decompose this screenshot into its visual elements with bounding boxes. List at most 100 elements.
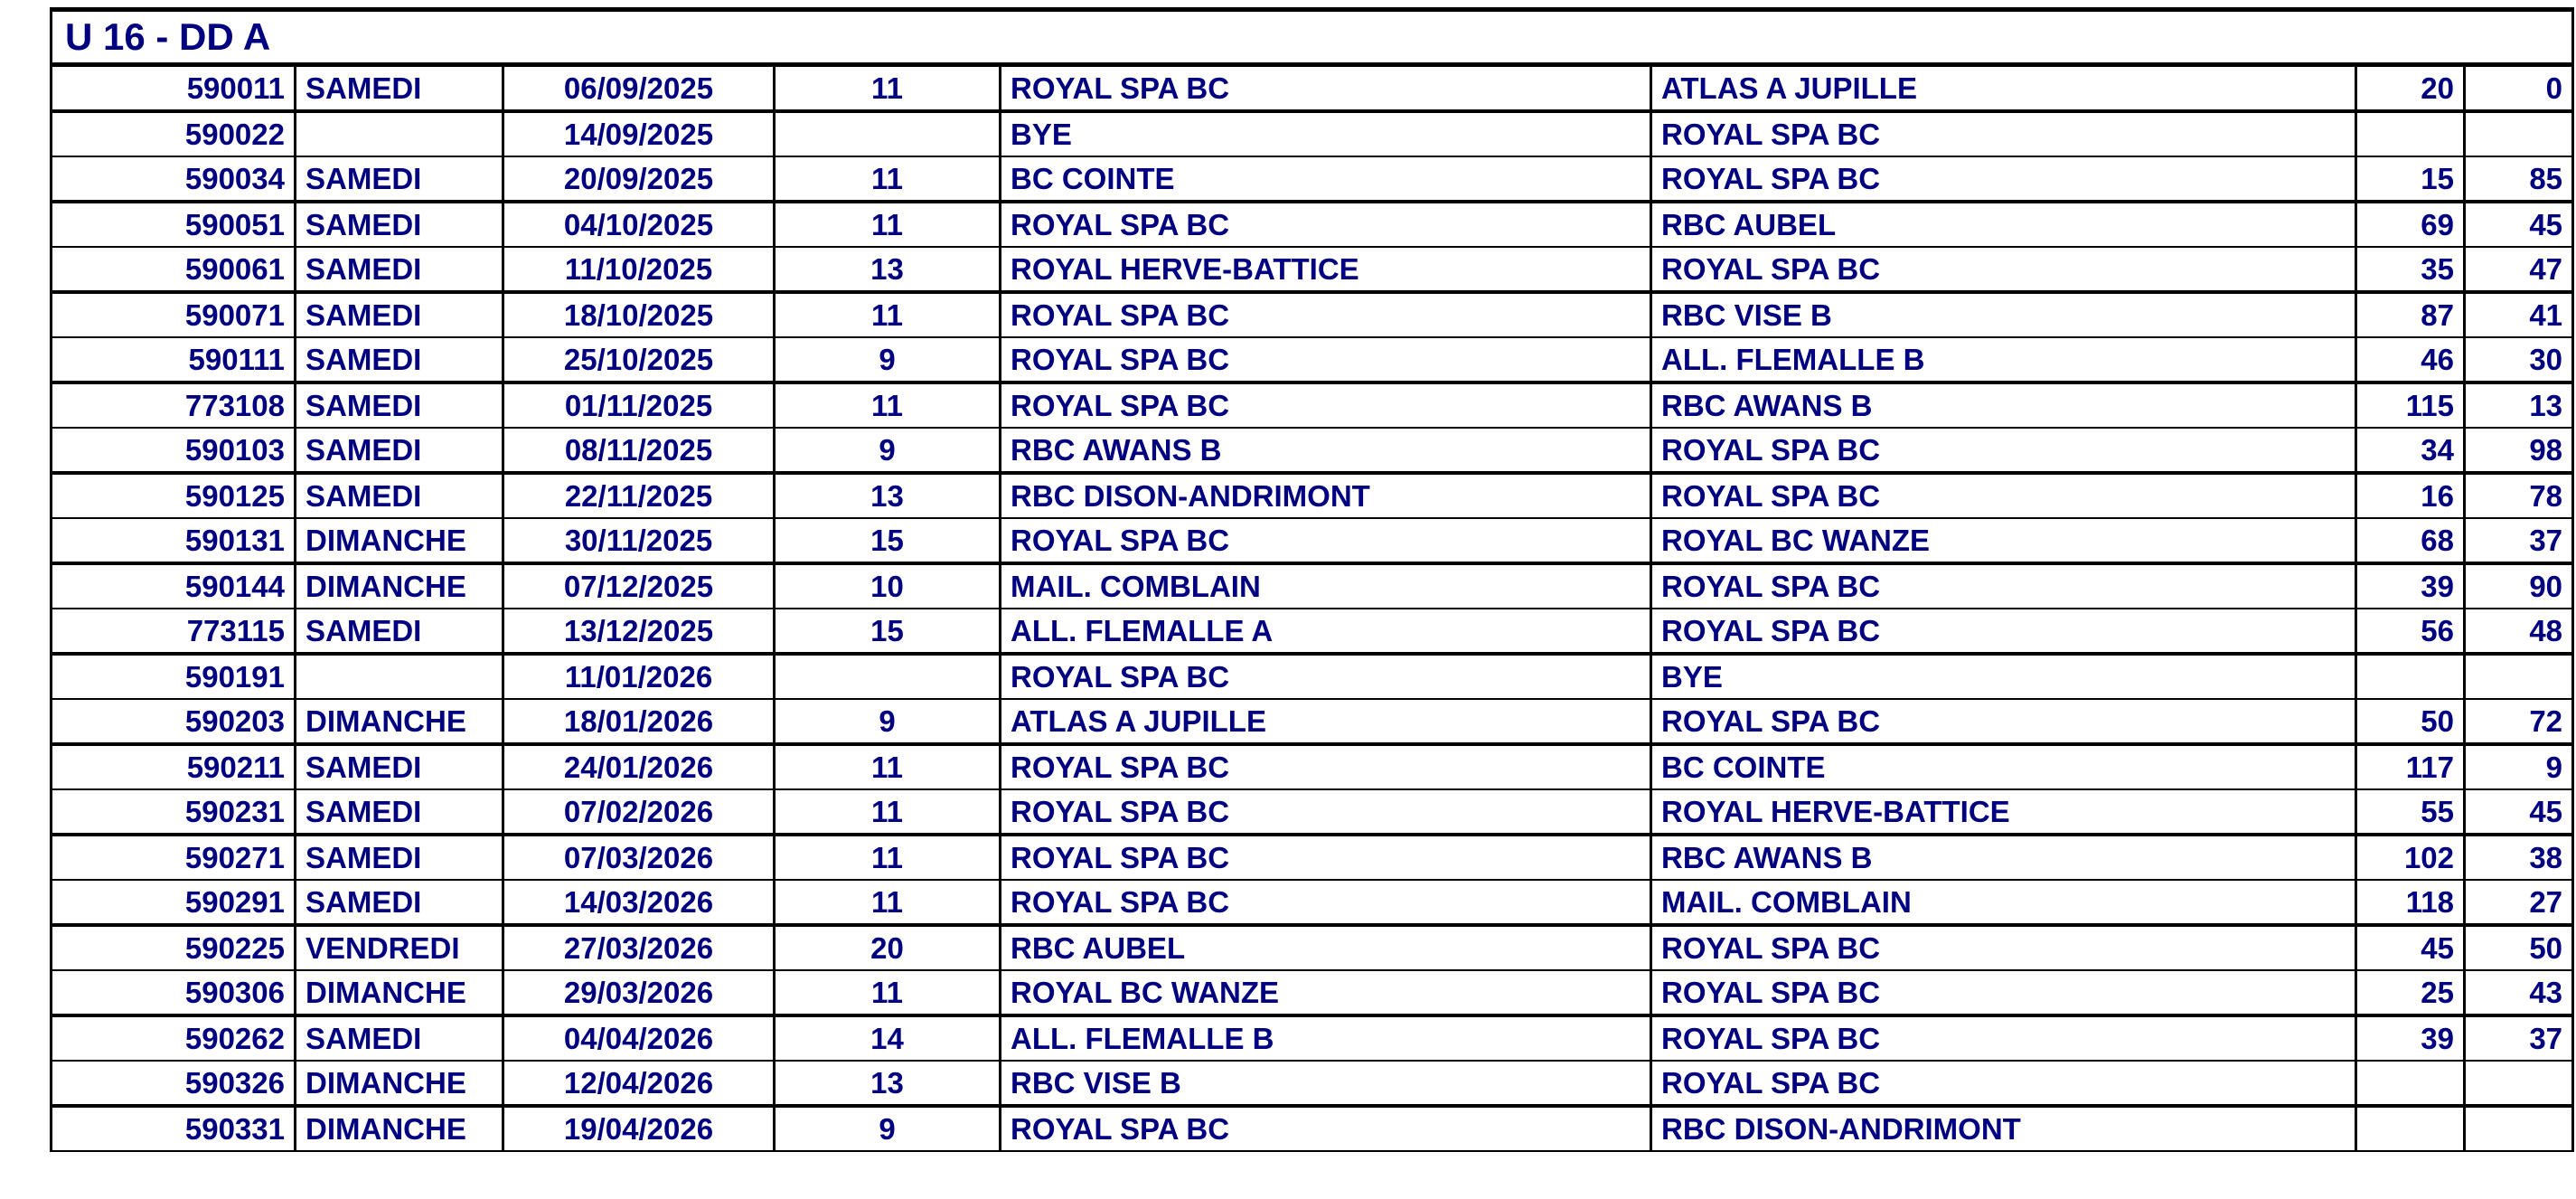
score-home-cell: 68: [2355, 517, 2466, 564]
match-number-cell: 590034: [50, 156, 296, 203]
home-team-cell: ALL. FLEMALLE B: [999, 1014, 1652, 1062]
away-team-cell: ROYAL SPA BC: [1650, 246, 2357, 293]
table-row[interactable]: 590271 SAMEDI 07/03/2026 11 ROYAL SPA BC RBC …: [50, 833, 2575, 881]
date-cell: 20/09/2025: [502, 156, 776, 203]
away-team-cell: ROYAL SPA BC: [1650, 1014, 2357, 1062]
day-cell: [294, 109, 504, 157]
day-cell: SAMEDI: [294, 788, 504, 836]
home-team-cell: ROYAL SPA BC: [999, 879, 1652, 926]
table-row[interactable]: 590326 DIMANCHE 12/04/2026 13 RBC VISE B ROYA…: [50, 1060, 2575, 1107]
score-home-cell: 16: [2355, 471, 2466, 519]
home-team-cell: BC COINTE: [999, 156, 1652, 203]
away-team-cell: ROYAL SPA BC: [1650, 969, 2357, 1016]
day-cell: DIMANCHE: [294, 1060, 504, 1107]
score-home-cell: 20: [2355, 63, 2466, 112]
match-number-cell: 590111: [50, 336, 296, 383]
date-cell: 19/04/2026: [502, 1104, 776, 1152]
home-team-cell: ROYAL SPA BC: [999, 517, 1652, 564]
date-cell: 22/11/2025: [502, 471, 776, 519]
schedule-sheet: U 16 - DD A 590011 SAMEDI 06/09/2025 11 ROYA…: [49, 7, 2575, 1152]
match-number-cell: 590211: [50, 742, 296, 790]
time-cell: [773, 109, 1001, 157]
table-row[interactable]: 590111 SAMEDI 25/10/2025 9 ROYAL SPA BC ALL. …: [50, 336, 2575, 383]
away-team-cell: RBC VISE B: [1650, 290, 2357, 338]
match-number-cell: 590271: [50, 833, 296, 881]
score-home-cell: 56: [2355, 608, 2466, 655]
table-row[interactable]: 590051 SAMEDI 04/10/2025 11 ROYAL SPA BC RBC …: [50, 200, 2575, 248]
date-cell: 27/03/2026: [502, 923, 776, 971]
score-away-cell: 98: [2462, 427, 2575, 474]
time-cell: 9: [773, 427, 1001, 474]
table-row[interactable]: 590291 SAMEDI 14/03/2026 11 ROYAL SPA BC MAIL…: [50, 879, 2575, 926]
table-row[interactable]: 590131 DIMANCHE 30/11/2025 15 ROYAL SPA BC RO…: [50, 517, 2575, 564]
away-team-cell: ROYAL SPA BC: [1650, 471, 2357, 519]
match-number-cell: 773108: [50, 381, 296, 429]
date-cell: 12/04/2026: [502, 1060, 776, 1107]
home-team-cell: MAIL. COMBLAIN: [999, 562, 1652, 609]
table-row[interactable]: 590231 SAMEDI 07/02/2026 11 ROYAL SPA BC ROYA…: [50, 788, 2575, 836]
away-team-cell: RBC AWANS B: [1650, 833, 2357, 881]
away-team-cell: ATLAS A JUPILLE: [1650, 63, 2357, 112]
table-row[interactable]: 590331 DIMANCHE 19/04/2026 9 ROYAL SPA BC RBC…: [50, 1104, 2575, 1152]
score-home-cell: 115: [2355, 381, 2466, 429]
table-row[interactable]: 590034 SAMEDI 20/09/2025 11 BC COINTE ROYAL S…: [50, 156, 2575, 203]
score-home-cell: 15: [2355, 156, 2466, 203]
date-cell: 14/03/2026: [502, 879, 776, 926]
score-away-cell: 0: [2462, 63, 2575, 112]
away-team-cell: ROYAL SPA BC: [1650, 156, 2357, 203]
day-cell: SAMEDI: [294, 742, 504, 790]
match-number-cell: 773115: [50, 608, 296, 655]
score-home-cell: 118: [2355, 879, 2466, 926]
table-row[interactable]: 590211 SAMEDI 24/01/2026 11 ROYAL SPA BC BC C…: [50, 742, 2575, 790]
day-cell: SAMEDI: [294, 290, 504, 338]
day-cell: DIMANCHE: [294, 969, 504, 1016]
table-row[interactable]: 590306 DIMANCHE 29/03/2026 11 ROYAL BC WANZE…: [50, 969, 2575, 1016]
table-row[interactable]: 590191 11/01/2026 ROYAL SPA BC BYE: [50, 652, 2575, 700]
match-number-cell: 590144: [50, 562, 296, 609]
score-home-cell: 39: [2355, 562, 2466, 609]
away-team-cell: RBC DISON-ANDRIMONT: [1650, 1104, 2357, 1152]
table-row[interactable]: 590225 VENDREDI 27/03/2026 20 RBC AUBEL ROYAL…: [50, 923, 2575, 971]
page-title: U 16 - DD A: [49, 7, 2575, 67]
table-row[interactable]: 590203 DIMANCHE 18/01/2026 9 ATLAS A JUPILLE…: [50, 698, 2575, 745]
away-team-cell: ROYAL SPA BC: [1650, 109, 2357, 157]
table-row[interactable]: 773108 SAMEDI 01/11/2025 11 ROYAL SPA BC RBC …: [50, 381, 2575, 429]
day-cell: SAMEDI: [294, 200, 504, 248]
day-cell: SAMEDI: [294, 427, 504, 474]
table-row[interactable]: 590103 SAMEDI 08/11/2025 9 RBC AWANS B ROYAL …: [50, 427, 2575, 474]
score-away-cell: 45: [2462, 200, 2575, 248]
score-home-cell: 87: [2355, 290, 2466, 338]
score-away-cell: [2462, 652, 2575, 700]
day-cell: [294, 652, 504, 700]
score-away-cell: 27: [2462, 879, 2575, 926]
date-cell: 07/03/2026: [502, 833, 776, 881]
date-cell: 30/11/2025: [502, 517, 776, 564]
home-team-cell: ROYAL SPA BC: [999, 742, 1652, 790]
score-home-cell: [2355, 652, 2466, 700]
home-team-cell: RBC AWANS B: [999, 427, 1652, 474]
time-cell: 15: [773, 517, 1001, 564]
schedule-table: U 16 - DD A 590011 SAMEDI 06/09/2025 11 ROYA…: [49, 7, 2575, 1152]
day-cell: SAMEDI: [294, 336, 504, 383]
table-row[interactable]: 590011 SAMEDI 06/09/2025 11 ROYAL SPA BC ATLA…: [50, 63, 2575, 112]
day-cell: SAMEDI: [294, 1014, 504, 1062]
score-away-cell: 37: [2462, 1014, 2575, 1062]
score-away-cell: [2462, 1060, 2575, 1107]
day-cell: DIMANCHE: [294, 698, 504, 745]
score-away-cell: 38: [2462, 833, 2575, 881]
table-row[interactable]: 590125 SAMEDI 22/11/2025 13 RBC DISON-ANDRIM…: [50, 471, 2575, 519]
day-cell: DIMANCHE: [294, 1104, 504, 1152]
table-row[interactable]: 590022 14/09/2025 BYE ROYAL SPA BC: [50, 109, 2575, 157]
away-team-cell: ROYAL SPA BC: [1650, 698, 2357, 745]
table-row[interactable]: 590061 SAMEDI 11/10/2025 13 ROYAL HERVE-BATT…: [50, 246, 2575, 293]
score-away-cell: 37: [2462, 517, 2575, 564]
table-row[interactable]: 590144 DIMANCHE 07/12/2025 10 MAIL. COMBLAIN…: [50, 562, 2575, 609]
away-team-cell: ROYAL BC WANZE: [1650, 517, 2357, 564]
time-cell: 11: [773, 200, 1001, 248]
day-cell: SAMEDI: [294, 608, 504, 655]
home-team-cell: BYE: [999, 109, 1652, 157]
table-row[interactable]: 590071 SAMEDI 18/10/2025 11 ROYAL SPA BC RBC …: [50, 290, 2575, 338]
score-away-cell: 13: [2462, 381, 2575, 429]
